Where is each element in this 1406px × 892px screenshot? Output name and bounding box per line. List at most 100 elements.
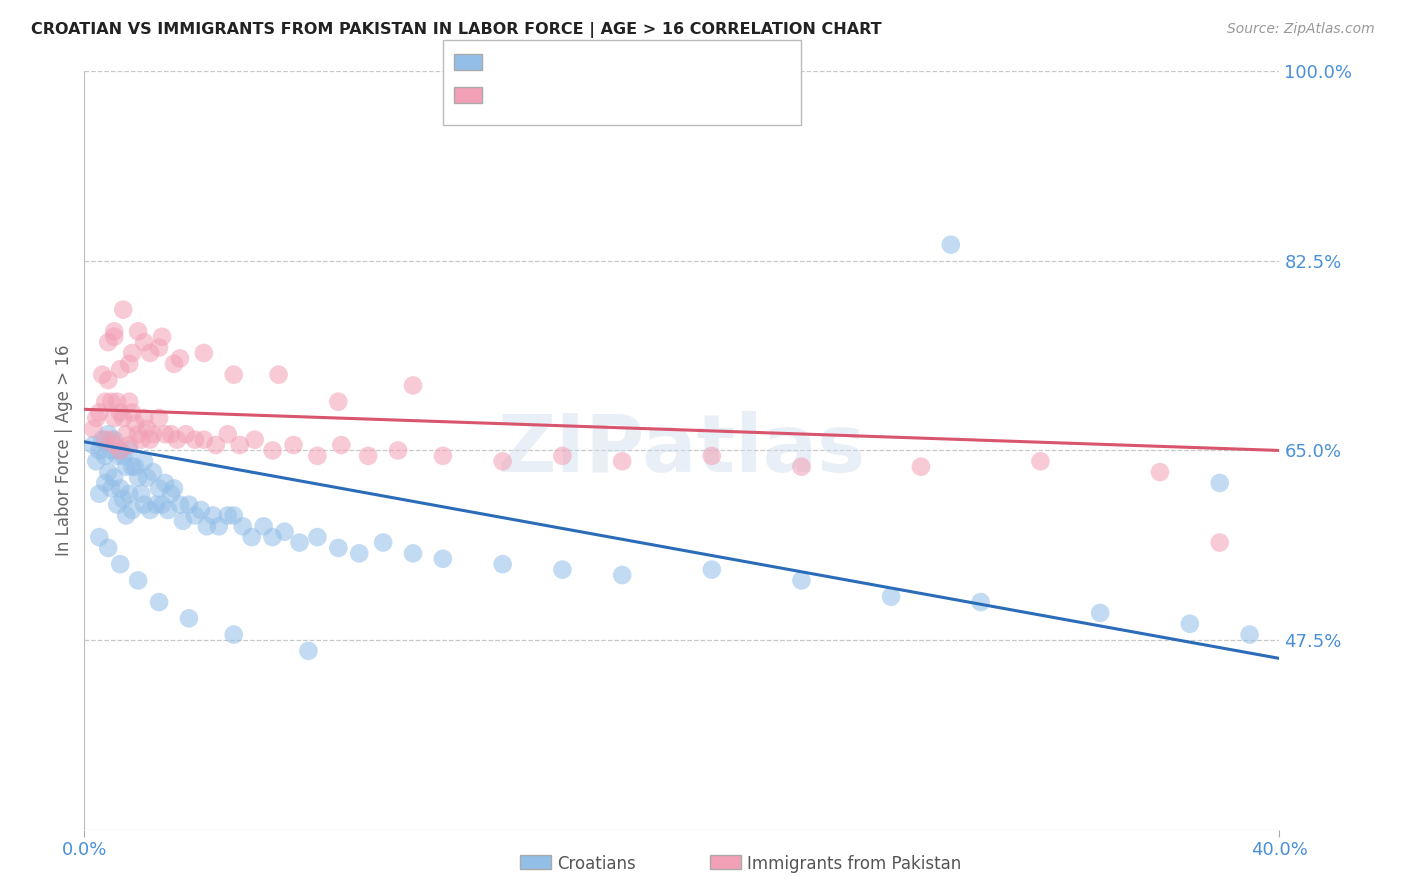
Point [103,438,125,452]
Point [124,459,146,474]
Point [94,475,117,490]
Point [283,438,305,452]
Point [91,433,114,447]
Point [118,487,141,501]
Point [551,563,574,577]
Point [240,530,263,544]
Point [195,519,218,533]
Point [169,351,191,366]
Point [112,411,135,425]
Point [105,498,128,512]
Point [232,519,254,533]
Point [127,427,149,442]
Point [97,427,120,442]
Point [121,459,143,474]
Point [103,433,125,447]
Point [262,443,284,458]
Point [100,394,122,409]
Point [82,422,104,436]
Point [150,329,173,343]
Text: ZIPatlas: ZIPatlas [498,411,866,490]
Point [174,427,197,442]
Point [110,405,132,419]
Point [163,357,186,371]
Point [115,508,138,523]
Point [139,346,162,360]
Text: N =: N = [630,91,669,109]
Point [132,498,156,512]
Point [105,449,128,463]
Point [970,595,993,609]
Y-axis label: In Labor Force | Age > 16: In Labor Force | Age > 16 [55,344,73,557]
Point [118,394,141,409]
Point [1029,454,1052,468]
Text: N =: N = [630,58,669,76]
Point [148,411,170,425]
Text: 82: 82 [666,58,692,76]
Point [112,449,135,463]
Point [1149,465,1171,479]
Point [110,443,132,458]
Point [118,438,141,452]
Point [82,438,104,452]
Point [1090,606,1112,620]
Point [177,611,200,625]
Point [97,373,120,387]
Point [328,541,350,555]
Point [177,498,200,512]
Point [349,546,371,560]
Text: Croatians: Croatians [557,855,636,872]
Point [150,498,173,512]
Point [193,346,215,360]
Point [127,324,149,338]
Point [139,433,162,447]
Point [110,481,132,495]
Point [169,498,191,512]
Point [184,433,207,447]
Point [201,508,224,523]
Point [262,530,284,544]
Point [297,644,319,658]
Point [273,524,295,539]
Point [94,433,117,447]
Point [121,405,143,419]
Point [103,329,125,343]
Point [492,454,515,468]
Point [97,465,120,479]
Point [160,487,183,501]
Point [432,449,454,463]
Point [163,481,186,495]
Point [112,302,135,317]
Point [880,590,903,604]
Point [148,341,170,355]
Point [124,417,146,431]
Text: -0.298: -0.298 [527,58,592,76]
Point [328,394,350,409]
Point [115,459,138,474]
Point [94,449,117,463]
Point [790,574,813,588]
Point [121,346,143,360]
Point [357,449,380,463]
Point [330,438,353,452]
Point [89,443,111,458]
Point [103,411,125,425]
Point [105,394,128,409]
Point [307,530,329,544]
Point [97,335,120,350]
Point [910,459,932,474]
Point [373,535,395,549]
Point [184,508,207,523]
Point [100,433,122,447]
Point [160,427,183,442]
Point [103,324,125,338]
Point [222,627,245,641]
Point [97,541,120,555]
Point [148,481,170,495]
Point [127,574,149,588]
Point [1209,475,1232,490]
Point [217,508,239,523]
Point [228,438,252,452]
Point [89,405,111,419]
Point [1239,627,1261,641]
